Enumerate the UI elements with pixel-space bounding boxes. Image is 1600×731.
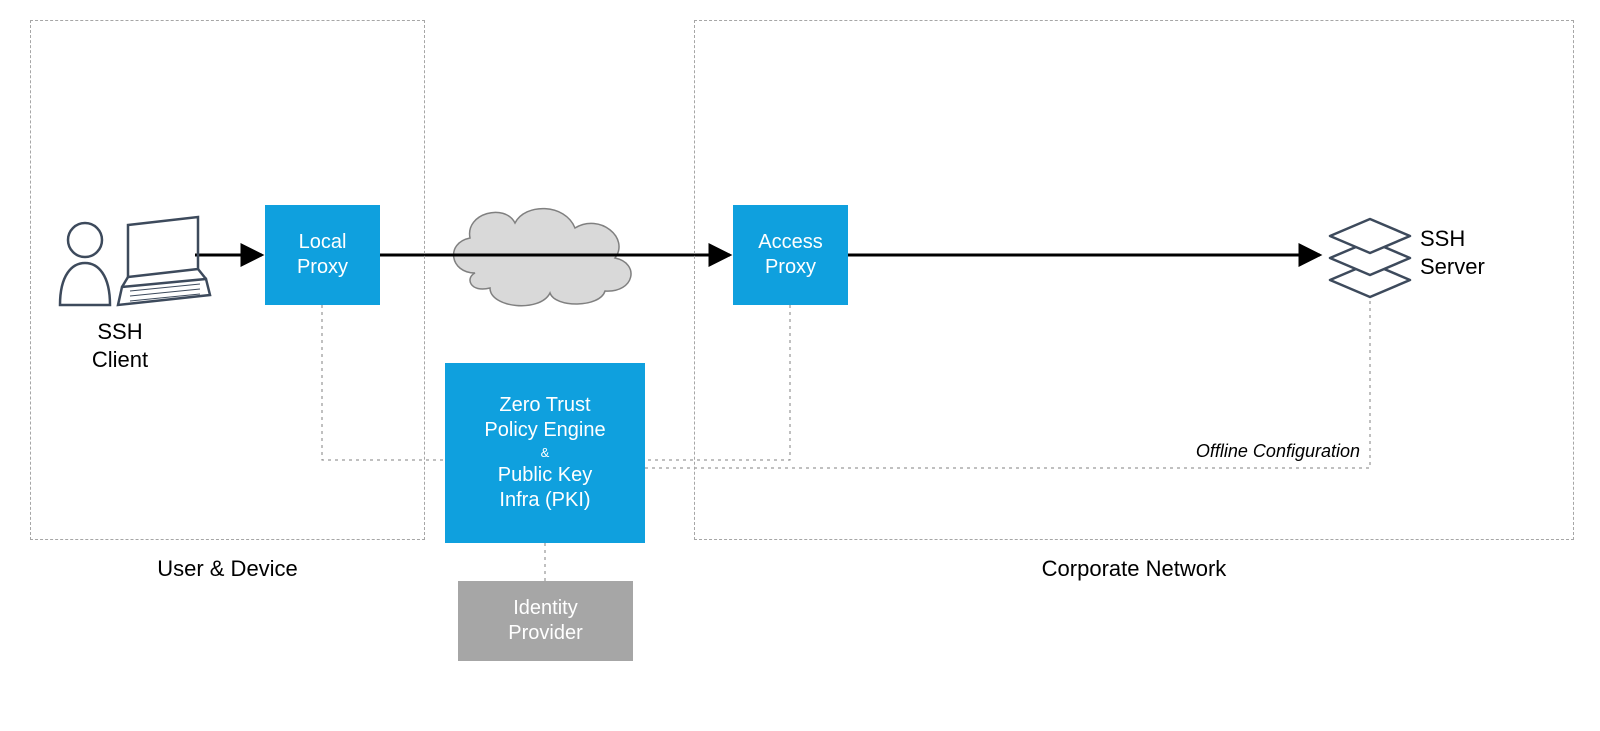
- policy-amp: &: [484, 445, 605, 461]
- label-corporate-network-text: Corporate Network: [1042, 556, 1227, 581]
- node-identity-provider: Identity Provider: [458, 581, 633, 661]
- label-ssh-client: SSH Client: [60, 318, 180, 373]
- label-user-device: User & Device: [30, 555, 425, 583]
- idp-line2: Provider: [508, 622, 582, 644]
- policy-line3: Public Key: [498, 464, 593, 486]
- label-ssh-server: SSH Server: [1420, 225, 1540, 280]
- node-policy-engine: Zero Trust Policy Engine & Public Key In…: [445, 363, 645, 543]
- policy-line4: Infra (PKI): [499, 489, 590, 511]
- ssh-server-line2: Server: [1420, 254, 1485, 279]
- label-user-device-text: User & Device: [157, 556, 298, 581]
- local-proxy-line1: Local: [299, 231, 347, 253]
- ssh-client-line2: Client: [92, 347, 148, 372]
- offline-config-text: Offline Configuration: [1196, 441, 1360, 461]
- access-proxy-line1: Access: [758, 231, 822, 253]
- access-proxy-line2: Proxy: [765, 256, 816, 278]
- node-access-proxy: Access Proxy: [733, 205, 848, 305]
- node-local-proxy: Local Proxy: [265, 205, 380, 305]
- policy-line1: Zero Trust: [499, 394, 590, 416]
- policy-line2: Policy Engine: [484, 419, 605, 441]
- label-offline-config: Offline Configuration: [1100, 440, 1360, 463]
- label-corporate-network: Corporate Network: [694, 555, 1574, 583]
- diagram-canvas: User & Device Corporate Network SSH Clie…: [0, 0, 1600, 731]
- local-proxy-line2: Proxy: [297, 256, 348, 278]
- ssh-client-line1: SSH: [97, 319, 142, 344]
- idp-line1: Identity: [513, 597, 577, 619]
- cloud-icon: [454, 209, 631, 306]
- ssh-server-line1: SSH: [1420, 226, 1465, 251]
